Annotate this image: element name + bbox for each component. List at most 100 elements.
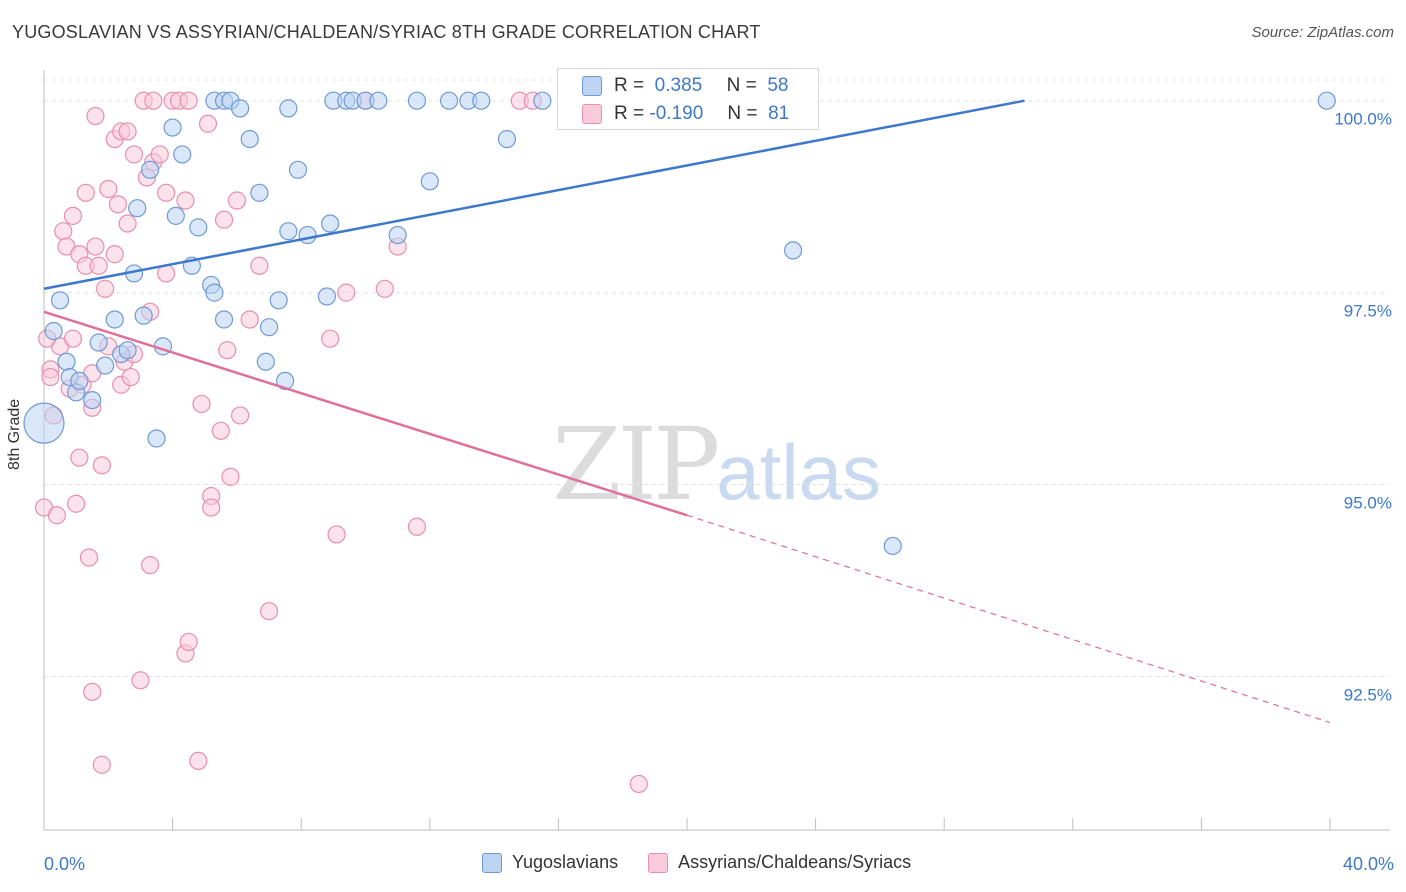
stats-row-yugoslavians: R = 0.385 N = 58 — [582, 73, 788, 99]
legend-label: Yugoslavians — [512, 852, 619, 872]
yugoslavian-point — [140, 160, 160, 179]
assyrian-point — [47, 506, 66, 525]
y-axis-label: 8th Grade — [6, 398, 23, 470]
yugoslavian-point — [783, 241, 803, 260]
assyrian-point — [118, 122, 137, 141]
yugoslavian-point — [472, 91, 491, 110]
yugoslavian-point — [279, 222, 298, 241]
swatch-blue — [582, 76, 602, 96]
trend-line-assyrians — [43, 310, 688, 517]
assyrian-point — [67, 494, 86, 513]
y-tick-label: 95.0% — [1344, 494, 1392, 513]
yugoslavian-point — [166, 206, 185, 225]
yugoslavian-point — [147, 429, 166, 448]
yugoslavian-point — [23, 402, 65, 444]
series-assyrians-points — [34, 91, 648, 794]
yugoslavian-point — [118, 341, 137, 360]
yugoslavian-point — [317, 287, 337, 306]
chart-title: YUGOSLAVIAN VS ASSYRIAN/CHALDEAN/SYRIAC … — [12, 22, 761, 42]
r-value: -0.190 — [649, 103, 704, 124]
x-tick-label: 40.0% — [1343, 854, 1394, 874]
yugoslavian-point — [420, 172, 439, 191]
assyrian-point — [157, 183, 176, 202]
axes — [43, 70, 1390, 831]
assyrian-point — [54, 222, 73, 241]
yugoslavian-point — [883, 536, 902, 556]
yugoslavian-point — [189, 218, 208, 237]
assyrian-point — [121, 367, 140, 387]
assyrian-point — [131, 671, 150, 690]
assyrian-point — [240, 310, 259, 329]
n-value: 58 — [767, 75, 789, 96]
assyrian-point — [375, 279, 394, 298]
yugoslavian-point — [83, 391, 102, 410]
yugoslavian-point — [173, 145, 192, 164]
yugoslavian-point — [369, 91, 388, 110]
assyrian-point — [83, 682, 102, 701]
yugoslavian-point — [50, 291, 70, 310]
yugoslavian-point — [70, 371, 89, 391]
n-label: N = — [727, 103, 758, 124]
assyrian-point — [79, 548, 99, 567]
assyrian-point — [92, 755, 111, 774]
assyrian-point — [214, 210, 234, 229]
assyrian-point — [124, 145, 144, 164]
trend-line-yugoslavians — [43, 99, 1025, 291]
y-tick-label: 97.5% — [1344, 302, 1392, 321]
series-yugoslavians-points — [23, 91, 1336, 556]
watermark: ZIPatlas — [552, 406, 881, 523]
trend-line-assyrians-extrapolated — [686, 514, 1331, 724]
n-value: 81 — [768, 103, 790, 124]
yugoslavian-point — [279, 99, 298, 118]
yugoslavian-point — [89, 333, 108, 352]
legend-item-assyrians[interactable]: Assyrians/Chaldeans/Syriacs — [648, 852, 911, 873]
assyrian-point — [140, 556, 160, 575]
y-tick-label: 92.5% — [1344, 685, 1392, 704]
yugoslavian-point — [163, 118, 182, 137]
assyrian-point — [176, 191, 195, 210]
assyrian-point — [118, 214, 137, 233]
stats-row-assyrians: R = -0.190 N = 81 — [582, 101, 789, 127]
assyrian-point — [63, 206, 83, 225]
yugoslavian-point — [95, 356, 115, 375]
assyrian-point — [95, 279, 115, 298]
yugoslavian-point — [105, 310, 124, 329]
assyrian-point — [321, 329, 340, 348]
source-credit: Source: ZipAtlas.com — [1251, 24, 1394, 41]
legend-item-yugoslavians[interactable]: Yugoslavians — [482, 852, 618, 873]
yugoslavian-point — [388, 225, 407, 245]
assyrian-point — [89, 256, 108, 275]
yugoslavian-point — [134, 306, 153, 325]
legend-swatch-blue — [482, 852, 502, 873]
r-value: 0.385 — [654, 75, 703, 96]
assyrian-point — [202, 498, 221, 517]
legend-swatch-pink — [648, 852, 669, 873]
assyrian-point — [189, 751, 208, 771]
assyrian-point — [108, 195, 128, 214]
assyrian-point — [41, 367, 60, 387]
assyrian-point — [259, 602, 279, 621]
yugoslavian-point — [44, 321, 63, 341]
assyrian-point — [92, 456, 111, 475]
yugoslavian-point — [250, 183, 269, 202]
r-label: R = — [614, 75, 645, 96]
swatch-pink — [582, 104, 602, 124]
watermark-atlas: atlas — [716, 428, 882, 516]
assyrian-point — [327, 525, 346, 544]
yugoslavian-point — [407, 91, 427, 110]
y-tick-label: 100.0% — [1334, 110, 1392, 129]
tick-labels: 92.5% 95.0% 97.5% 100.0% 0.0% 40.0% — [44, 110, 1394, 874]
assyrian-point — [150, 145, 169, 164]
assyrian-point — [179, 632, 198, 652]
assyrian-point — [144, 91, 163, 110]
yugoslavian-point — [231, 99, 250, 118]
assyrian-point — [211, 421, 230, 440]
yugoslavian-point — [298, 225, 317, 245]
assyrian-point — [179, 91, 198, 110]
grid-lines — [44, 79, 1390, 677]
assyrian-point — [63, 329, 83, 348]
yugoslavian-point — [214, 310, 234, 329]
yugoslavian-point — [321, 214, 340, 233]
assyrian-point — [105, 245, 124, 264]
